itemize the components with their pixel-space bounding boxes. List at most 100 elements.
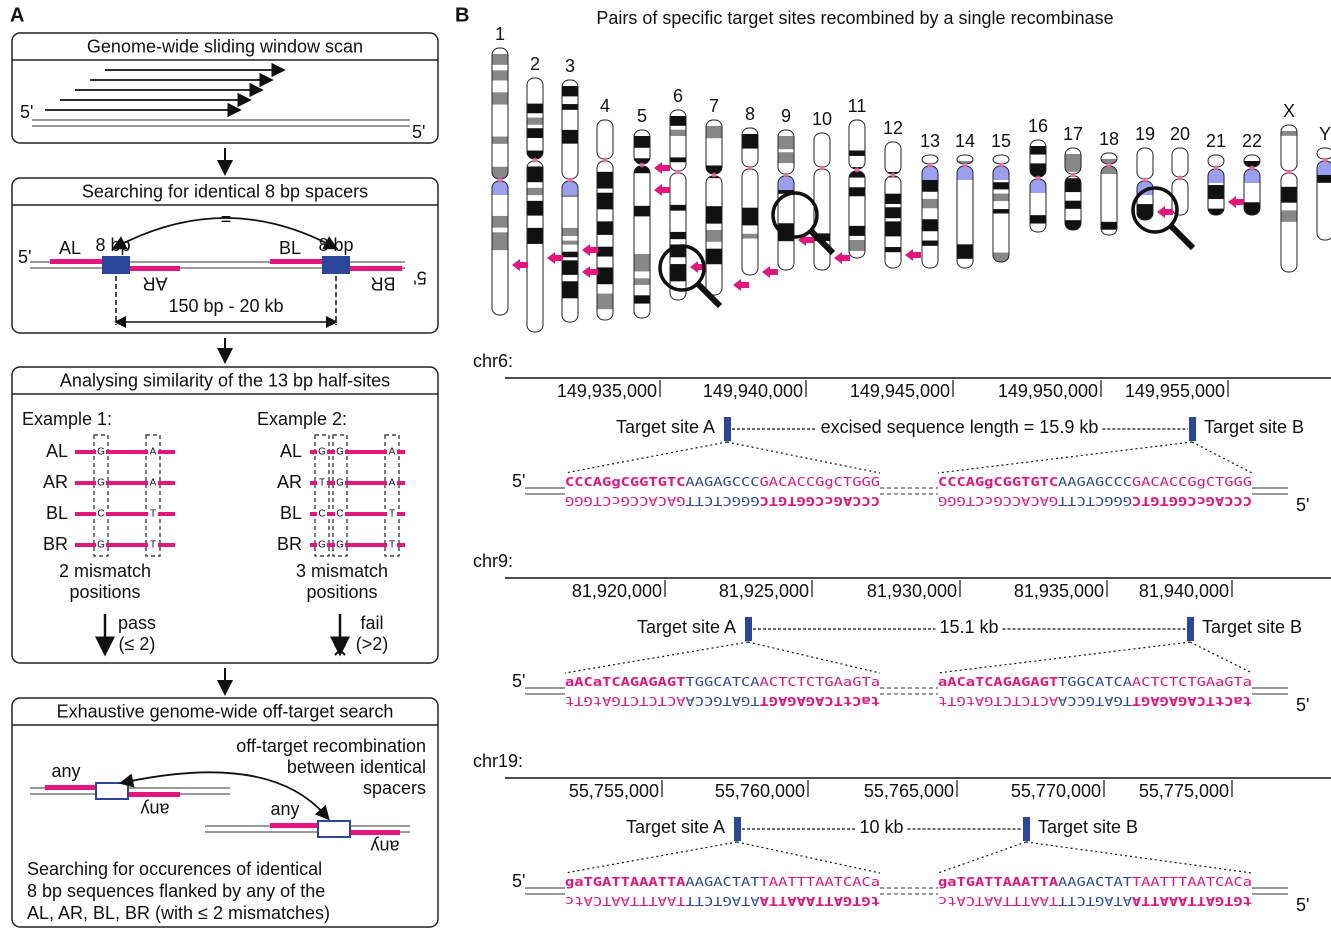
sequence-part: taCtTCAGAGAGT [1132, 695, 1252, 709]
centromere [532, 157, 538, 163]
chromosome-label: 21 [1206, 131, 1226, 151]
centromere [890, 172, 896, 178]
half-site-name: AR [277, 472, 302, 492]
base-bg [96, 476, 106, 490]
mismatch-box [384, 434, 400, 557]
magnifier-handle [808, 228, 836, 256]
label: AR [142, 273, 167, 293]
sequence-part: CCCAGcCGGTGTC [760, 495, 880, 509]
label: 3 mismatch [296, 561, 388, 581]
base-bg [317, 476, 327, 490]
band [527, 103, 543, 114]
band [597, 221, 613, 235]
target-site [1187, 617, 1194, 641]
bands [1317, 148, 1331, 240]
band [1065, 200, 1081, 209]
locus-label: chr9: [473, 551, 513, 571]
zoom-line [726, 441, 881, 474]
band [1208, 155, 1224, 215]
band [885, 221, 901, 237]
centromere [1286, 169, 1292, 175]
centromere [998, 162, 1004, 168]
label: 8 bp [95, 235, 130, 255]
zoom-line [747, 641, 881, 674]
sequence-part: aACaTCAGAGAGT [938, 675, 1058, 689]
bands [742, 128, 758, 275]
zoom-line [564, 841, 738, 874]
band [1030, 179, 1046, 193]
band [562, 281, 578, 299]
label: any [51, 761, 80, 781]
band [562, 227, 578, 236]
base-bg [148, 445, 158, 459]
sequence: tGTGATTAAATTAATAGTCTTTAATTTAATCAtc [938, 895, 1252, 909]
band [492, 136, 508, 144]
chromosome-label: 3 [565, 56, 575, 76]
band [814, 233, 830, 241]
band [742, 134, 758, 149]
band [597, 246, 613, 257]
base: T [150, 509, 156, 520]
band [670, 116, 686, 126]
coordinate-label: 149,950,000 [998, 381, 1098, 401]
sequence-part: taCtTCAGAGAGT [760, 695, 880, 709]
coordinate-label: 149,945,000 [850, 381, 950, 401]
centromere [567, 177, 573, 183]
coordinate-label: 81,925,000 [719, 581, 809, 601]
band [527, 200, 543, 216]
band [706, 206, 722, 224]
magnifier-handle [695, 281, 723, 309]
chromosome [1171, 147, 1189, 216]
half-site [130, 266, 180, 271]
sequence-part: tGTGATTAAATTA [1131, 895, 1252, 909]
label: 15.1 kb [939, 617, 998, 637]
zoom-line [937, 641, 1191, 674]
label: positions [69, 582, 140, 602]
label: Target site B [1204, 417, 1304, 437]
band [885, 207, 901, 219]
site-arrow [547, 252, 563, 264]
chromosome-label: 16 [1028, 116, 1048, 136]
chromosome [633, 129, 651, 319]
half-site [270, 259, 324, 264]
mismatch-box [314, 434, 330, 557]
mismatch-box [332, 434, 348, 557]
band [1208, 169, 1224, 183]
centromere [1070, 172, 1076, 178]
site-arrow [654, 184, 670, 196]
band [1208, 185, 1224, 200]
centromere [927, 162, 933, 168]
sequence: CCCAGgCGGTGTC AAGAGCCC GACACCGgCTGGG [565, 475, 880, 489]
band [670, 157, 686, 163]
bands [562, 80, 578, 322]
half-site [50, 259, 106, 264]
chromosome-label: 5 [637, 106, 647, 126]
bands [1172, 148, 1188, 215]
band [957, 244, 973, 259]
band [778, 176, 794, 190]
chromosome-label: 22 [1242, 131, 1262, 151]
bands [1065, 148, 1081, 230]
band [492, 92, 508, 105]
base-bg [96, 507, 106, 521]
base: C [336, 509, 343, 520]
centromere [497, 177, 503, 183]
chromosome [1064, 147, 1082, 231]
band [1208, 208, 1224, 215]
step-title: Searching for identical 8 bp spacers [82, 181, 368, 201]
site-arrow [762, 266, 778, 278]
bands [1030, 140, 1046, 232]
base-bg [96, 538, 106, 552]
chromosome [741, 127, 759, 276]
band [527, 128, 543, 138]
band [742, 207, 758, 226]
sequence-part: TAATTTAATCACa [760, 875, 880, 889]
coordinate-label: 55,765,000 [864, 781, 954, 801]
sequence: CCCAGgCGGTGTC AAGAGCCC GACACCGgCTGGG [938, 475, 1252, 489]
chromosome [921, 154, 939, 269]
chromosome [956, 154, 974, 269]
label: = [221, 209, 232, 229]
base: G [318, 540, 326, 551]
sequence-part: ATAGTCTT [1058, 895, 1132, 909]
sequence-part: ATAGTCTT [685, 895, 759, 909]
